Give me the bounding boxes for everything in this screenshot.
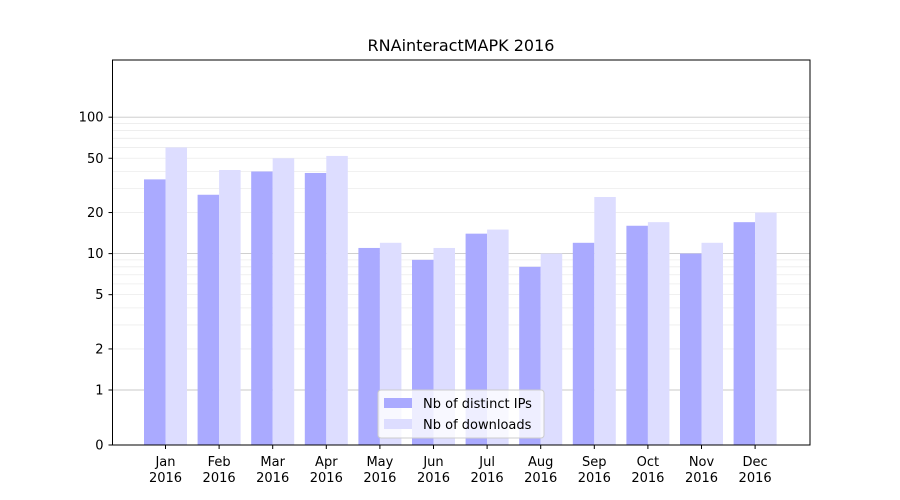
legend-label: Nb of distinct IPs	[423, 397, 532, 412]
bar-distinct-ips	[626, 225, 648, 445]
x-tick-label: Oct 2016	[631, 455, 664, 486]
y-tick-label: 0	[95, 439, 103, 454]
x-tick-label: Aug 2016	[524, 455, 557, 486]
legend-box	[377, 389, 545, 439]
x-tick-label: Dec 2016	[739, 455, 772, 486]
legend-swatch	[384, 398, 412, 408]
x-tick-label: Nov 2016	[685, 455, 718, 486]
legend: Nb of distinct IPs Nb of downloads	[377, 389, 545, 439]
y-tick-label: 100	[79, 111, 104, 126]
x-tick-label: Mar 2016	[256, 455, 289, 486]
bar-downloads	[326, 155, 348, 446]
x-axis: Jan 2016 Feb 2016 Mar 2016 Apr 2016 May 2016 Jun 20…	[149, 445, 772, 486]
bar-downloads	[755, 212, 777, 445]
x-tick-label: May 2016	[363, 455, 396, 486]
bar-downloads	[272, 158, 295, 445]
y-tick-label: 50	[87, 152, 104, 167]
x-tick-label: Jan 2016	[149, 455, 182, 486]
bar-distinct-ips	[144, 179, 166, 446]
x-tick-label: Jul 2016	[471, 455, 504, 486]
bar-distinct-ips	[304, 172, 327, 445]
x-tick-label: Feb 2016	[203, 455, 236, 486]
bar-distinct-ips	[358, 247, 380, 445]
bar-downloads	[647, 222, 670, 445]
y-tick-label: 20	[87, 206, 104, 221]
bar-downloads	[594, 196, 616, 445]
legend-swatch	[384, 419, 412, 429]
bar-distinct-ips	[197, 194, 220, 445]
plot-frame	[112, 59, 811, 446]
y-tick-label: 5	[95, 288, 103, 303]
y-axis: 0 1 2 5 10 20 50 100	[79, 111, 113, 454]
bar-distinct-ips	[733, 222, 756, 445]
x-tick-label: Sep 2016	[578, 455, 611, 486]
chart-title: RNAinteractMAPK 2016	[368, 36, 555, 55]
bar-distinct-ips	[572, 242, 595, 445]
bar-downloads	[701, 242, 723, 445]
x-tick-label: Jun 2016	[417, 455, 450, 486]
bar-distinct-ips	[680, 253, 702, 445]
y-tick-label: 10	[87, 247, 104, 262]
legend-label: Nb of downloads	[423, 418, 532, 433]
y-tick-label: 2	[95, 342, 103, 357]
bar-downloads	[540, 253, 563, 445]
bar-distinct-ips	[251, 171, 273, 446]
bar-downloads	[219, 170, 241, 445]
x-tick-label: Apr 2016	[310, 455, 343, 486]
y-tick-label: 1	[95, 384, 103, 399]
bar-downloads	[165, 147, 187, 445]
